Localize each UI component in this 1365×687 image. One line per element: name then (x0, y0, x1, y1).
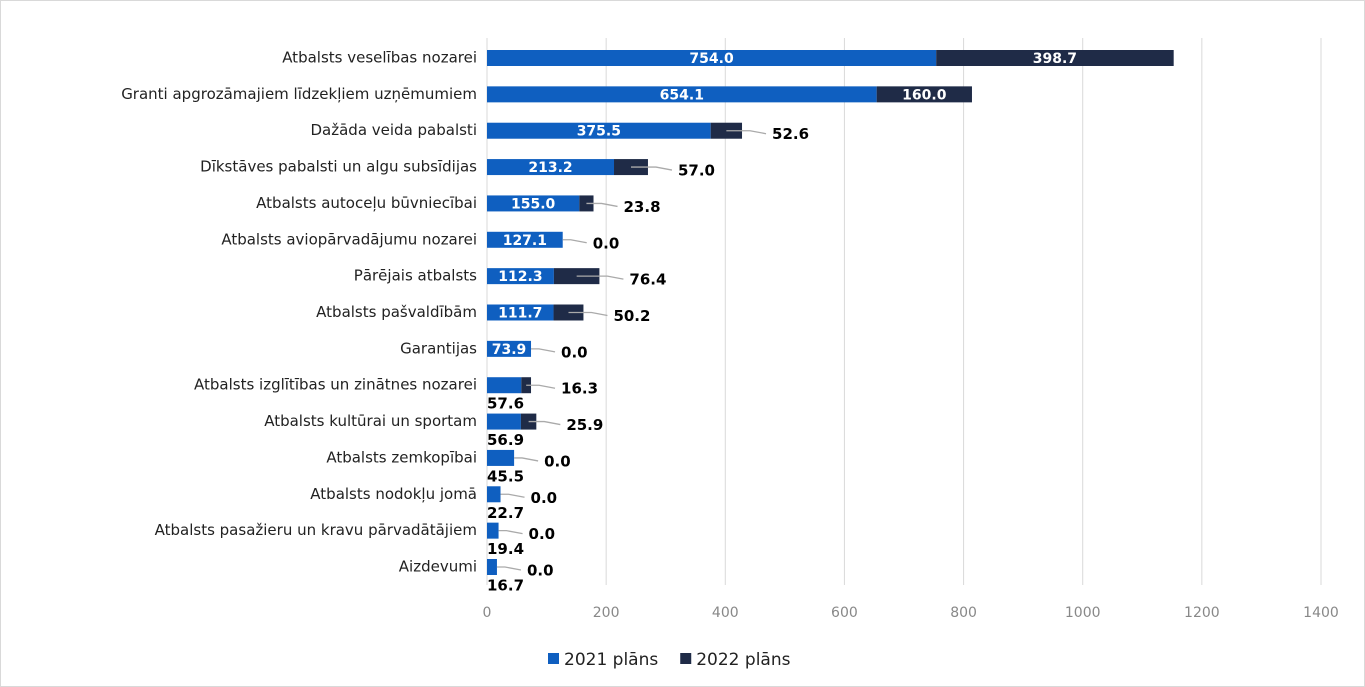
leader-line (630, 166, 673, 171)
bar (579, 195, 594, 212)
value-label: 375.5 (577, 124, 621, 140)
category-label: Aizdevumi (399, 558, 477, 576)
value-label: 654.1 (660, 87, 704, 103)
bar (487, 486, 501, 503)
bar (487, 159, 615, 176)
value-label: 398.7 (1033, 51, 1077, 67)
bar (487, 413, 521, 430)
leader-line (726, 130, 767, 135)
value-label: 0.0 (531, 489, 558, 507)
value-label: 57.6 (487, 395, 524, 413)
bar (487, 195, 580, 212)
leader-line (568, 311, 608, 317)
legend-swatch (548, 653, 559, 664)
x-tick-label: 400 (712, 605, 739, 621)
leader-line (526, 384, 556, 389)
x-tick-label: 600 (831, 605, 858, 621)
leader-line (500, 493, 525, 498)
value-label: 0.0 (527, 562, 554, 580)
legend-label: 2021 plāns (564, 650, 658, 670)
bar (487, 268, 554, 285)
category-label: Granti apgrozāmajiem līdzekļiem uzņēmumi… (121, 85, 477, 103)
value-label: 0.0 (544, 452, 571, 470)
value-label: 19.4 (487, 540, 524, 558)
x-tick-label: 1200 (1184, 605, 1220, 621)
bar (487, 86, 877, 103)
value-label: 112.3 (498, 269, 542, 285)
x-tick-label: 0 (483, 605, 492, 621)
bar (487, 50, 937, 66)
bar (487, 559, 497, 575)
value-label: 57.0 (678, 162, 715, 180)
category-label: Dažāda veida pabalsti (310, 121, 477, 139)
value-label: 50.2 (613, 307, 650, 325)
value-label: 76.4 (629, 271, 666, 289)
leader-line (562, 239, 587, 244)
leader-line (576, 275, 624, 280)
leader-line (586, 202, 618, 208)
category-label: Atbalsts pasažieru un kravu pārvadātājie… (155, 521, 477, 539)
value-label: 111.7 (498, 306, 542, 322)
value-label: 16.3 (561, 380, 598, 398)
value-label: 73.9 (492, 342, 527, 358)
value-label: 0.0 (561, 343, 588, 361)
value-label: 160.0 (902, 87, 947, 103)
bar (487, 304, 554, 321)
bar (553, 304, 584, 321)
bar (487, 377, 522, 394)
value-label: 127.1 (503, 233, 547, 249)
value-label: 45.5 (487, 467, 524, 485)
category-label: Atbalsts veselības nozarei (282, 49, 477, 67)
leader-line (496, 566, 522, 571)
bar (520, 413, 537, 430)
legend-swatch (680, 653, 692, 664)
value-label: 22.7 (487, 504, 524, 522)
value-label: 155.0 (511, 196, 556, 212)
value-label: 0.0 (593, 234, 620, 252)
category-label: Atbalsts pašvaldībām (316, 303, 477, 321)
bar (487, 231, 563, 248)
leader-line (514, 457, 539, 462)
value-label: 23.8 (624, 198, 661, 216)
legend-label: 2022 plāns (696, 650, 790, 670)
category-label: Atbalsts autoceļu būvniecībai (256, 194, 477, 212)
leader-line (531, 348, 556, 353)
category-label: Garantijas (400, 339, 477, 357)
category-label: Pārējais atbalsts (354, 267, 477, 285)
leader-line (498, 529, 523, 535)
x-tick-label: 800 (950, 605, 977, 621)
leader-line (528, 420, 561, 426)
category-label: Atbalsts izglītības un zinātnes nozarei (194, 376, 477, 394)
category-label: Atbalsts zemkopībai (326, 448, 477, 466)
x-tick-label: 1400 (1303, 605, 1339, 621)
x-tick-label: 1000 (1065, 605, 1101, 621)
bar (876, 86, 972, 103)
x-tick-label: 200 (593, 605, 620, 621)
value-label: 0.0 (529, 525, 556, 543)
value-label: 16.7 (487, 577, 524, 595)
category-label: Atbalsts kultūrai un sportam (264, 412, 477, 430)
category-label: Atbalsts aviopārvadājumu nozarei (221, 230, 477, 248)
value-label: 754.0 (689, 51, 734, 67)
category-label: Dīkstāves pabalsti un algu subsīdijas (200, 158, 477, 176)
value-label: 25.9 (566, 416, 603, 434)
bar (936, 50, 1174, 66)
category-label: Atbalsts nodokļu jomā (310, 485, 477, 503)
bar (487, 122, 711, 139)
value-label: 56.9 (487, 431, 524, 449)
value-label: 213.2 (528, 160, 572, 176)
bar (487, 340, 532, 357)
value-label: 52.6 (772, 125, 809, 143)
bar (487, 522, 499, 539)
bar (487, 449, 515, 466)
